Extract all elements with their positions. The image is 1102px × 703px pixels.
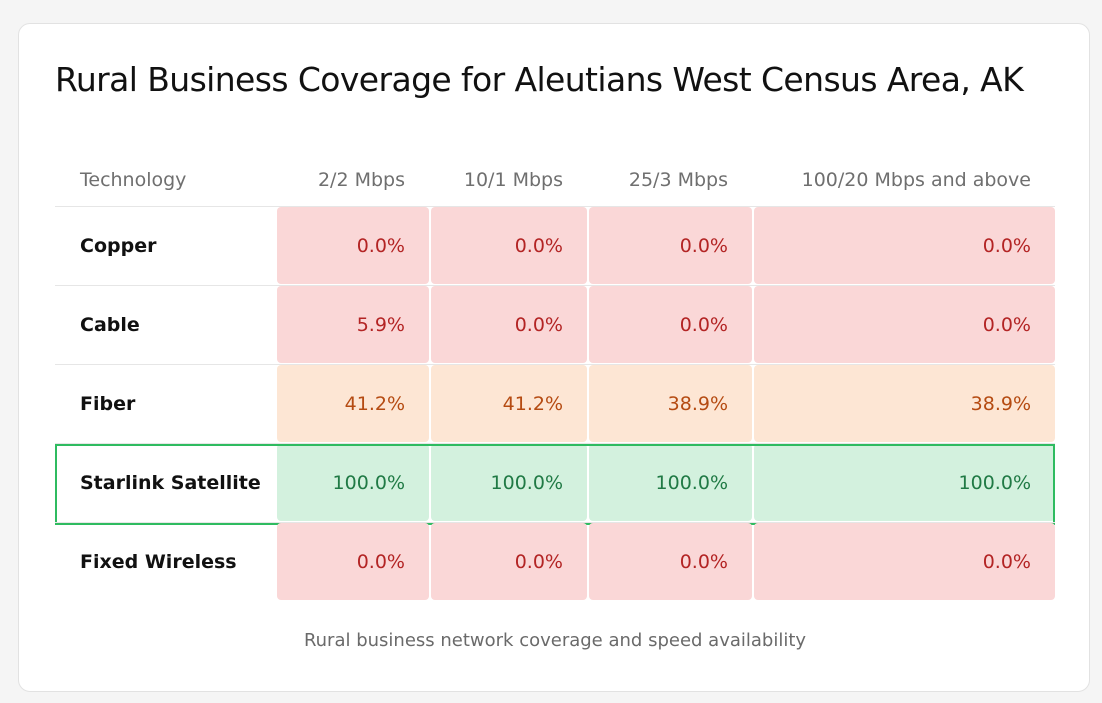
column-header-25-3: 25/3 Mbps: [628, 169, 728, 191]
table-row: Starlink Satellite 100.0% 100.0% 100.0% 100.…: [55, 443, 1055, 525]
coverage-value-cell: 0.0%: [754, 286, 1055, 363]
coverage-value-cell: 100.0%: [754, 444, 1055, 521]
column-header-2-2: 2/2 Mbps: [317, 169, 405, 191]
row-label: Starlink Satellite: [80, 472, 261, 494]
coverage-value-cell: 100.0%: [431, 444, 587, 521]
row-label: Cable: [80, 314, 140, 336]
coverage-table: Technology 2/2 Mbps 10/1 Mbps 25/3 Mbps …: [55, 154, 1055, 601]
page-title: Rural Business Coverage for Aleutians We…: [55, 60, 1024, 99]
coverage-value-cell: 0.0%: [754, 207, 1055, 284]
table-header-row: Technology 2/2 Mbps 10/1 Mbps 25/3 Mbps …: [55, 154, 1055, 206]
row-label: Fiber: [80, 393, 136, 415]
coverage-value-cell: 0.0%: [431, 207, 587, 284]
coverage-value-cell: 0.0%: [431, 286, 587, 363]
table-row: Cable 5.9% 0.0% 0.0% 0.0%: [55, 285, 1055, 364]
column-header-10-1: 10/1 Mbps: [463, 169, 563, 191]
row-label: Fixed Wireless: [80, 551, 237, 573]
coverage-value-cell: 41.2%: [431, 365, 587, 442]
coverage-value-cell: 38.9%: [589, 365, 752, 442]
table-body: Copper 0.0% 0.0% 0.0% 0.0% Cable 5.9% 0.0% 0.0% 0…: [55, 206, 1055, 601]
coverage-value-cell: 100.0%: [589, 444, 752, 521]
table-row: Fixed Wireless 0.0% 0.0% 0.0% 0.0%: [55, 522, 1055, 601]
coverage-value-cell: 0.0%: [589, 207, 752, 284]
table-row: Fiber 41.2% 41.2% 38.9% 38.9%: [55, 364, 1055, 443]
coverage-value-cell: 100.0%: [277, 444, 429, 521]
coverage-value-cell: 0.0%: [277, 523, 429, 600]
coverage-value-cell: 41.2%: [277, 365, 429, 442]
coverage-value-cell: 38.9%: [754, 365, 1055, 442]
coverage-value-cell: 0.0%: [589, 523, 752, 600]
column-header-technology: Technology: [80, 169, 187, 191]
coverage-value-cell: 0.0%: [754, 523, 1055, 600]
coverage-value-cell: 0.0%: [589, 286, 752, 363]
coverage-value-cell: 0.0%: [431, 523, 587, 600]
table-row: Copper 0.0% 0.0% 0.0% 0.0%: [55, 206, 1055, 285]
coverage-value-cell: 5.9%: [277, 286, 429, 363]
row-label: Copper: [80, 235, 157, 257]
column-header-100-20: 100/20 Mbps and above: [801, 169, 1031, 191]
coverage-value-cell: 0.0%: [277, 207, 429, 284]
table-caption: Rural business network coverage and spee…: [303, 630, 807, 651]
coverage-card: Rural Business Coverage for Aleutians We…: [18, 23, 1090, 692]
